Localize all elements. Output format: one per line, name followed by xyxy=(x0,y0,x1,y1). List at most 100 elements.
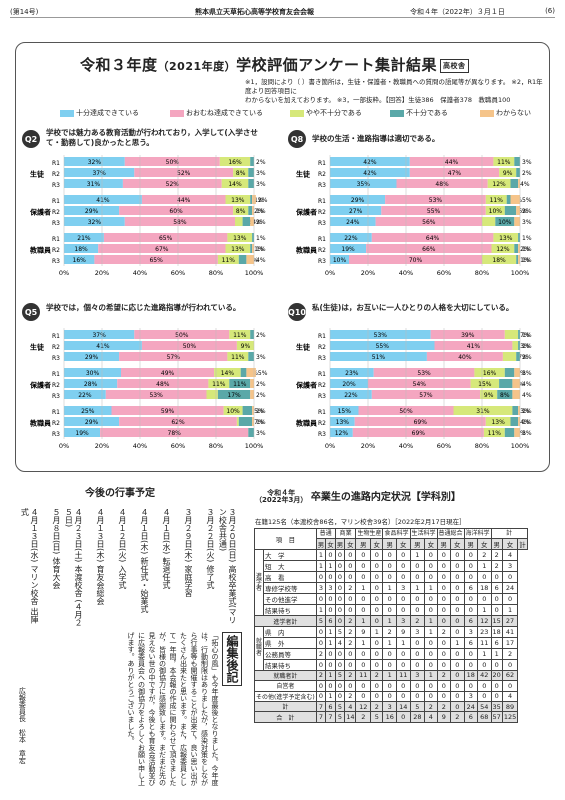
group-label: 保護者 xyxy=(295,381,317,390)
table-cell: 2 xyxy=(344,690,357,702)
row-label: R1 xyxy=(52,333,60,340)
data-label: 3% xyxy=(520,343,530,350)
bar-segment xyxy=(368,379,471,388)
data-label: 52% xyxy=(166,181,180,188)
data-label: 14% xyxy=(221,370,235,377)
survey-note: ※1，設問により（ ）書き箇所は，生徒・保護者・教職員への質問の語尾等が異なりま… xyxy=(245,78,545,104)
bar-segment xyxy=(518,233,520,242)
row-label: 就職者計 xyxy=(254,669,317,682)
group-label: 教職員 xyxy=(29,419,52,428)
bar-segment xyxy=(516,255,519,264)
data-label: 52% xyxy=(177,170,191,177)
editor-title: 編集後記 xyxy=(221,632,242,686)
bar-segment xyxy=(217,390,251,399)
table-cell: 0 xyxy=(409,636,426,649)
table-cell: 0 xyxy=(355,690,372,702)
bar-segment xyxy=(242,217,251,226)
table-cell: 0 xyxy=(450,549,465,562)
table-cell: 1 xyxy=(355,615,372,627)
data-label: 69% xyxy=(414,419,428,426)
col-sex: 女 xyxy=(396,538,411,551)
table-row: 県 外 0 1 4 2 1 0 1 1 0 0 0 1 6 11 6 17 xyxy=(255,636,528,649)
table-cell: 0 xyxy=(334,615,346,627)
table-cell: 0 xyxy=(344,680,357,692)
bar-segment xyxy=(229,330,251,339)
table-cell: 0 xyxy=(424,560,438,573)
table-cell: 0 xyxy=(370,690,384,702)
bar-segment xyxy=(385,195,486,204)
table-cell: 68 xyxy=(477,711,492,723)
data-label: 22% xyxy=(78,392,92,399)
bar-segment xyxy=(117,379,209,388)
table-cell: 0 xyxy=(396,604,411,617)
bar-segment xyxy=(250,330,254,339)
bar-segment xyxy=(499,168,517,177)
events-title: 今後の行事予定 xyxy=(85,488,155,499)
data-label: 50% xyxy=(166,159,180,166)
bar-segment xyxy=(514,157,520,166)
table-cell: 0 xyxy=(396,658,411,671)
legend-item: わからない xyxy=(480,108,531,118)
data-label: 13% xyxy=(231,197,245,204)
bar-segment xyxy=(470,379,500,388)
data-label: 1% xyxy=(254,246,264,253)
data-label: 3% xyxy=(522,430,532,437)
table-cell: 4 xyxy=(334,636,346,649)
table-row: 結果待ち 1 0 0 0 0 0 0 0 0 0 0 0 0 1 0 1 xyxy=(255,604,528,617)
data-label: 2% xyxy=(520,246,530,253)
table-cell: 1 xyxy=(325,690,336,702)
data-label: 4% xyxy=(520,181,530,188)
legend-item: やや不十分である xyxy=(290,108,362,118)
row-label: R3 xyxy=(52,355,60,362)
bar-segment xyxy=(330,157,410,166)
table-cell: 2 xyxy=(450,711,465,723)
bar-segment xyxy=(252,244,254,253)
bar-segment xyxy=(64,406,112,415)
data-label: 13% xyxy=(231,246,245,253)
table-cell: 2 xyxy=(344,615,357,627)
table-cell: 0 xyxy=(396,593,411,606)
table-row: 専修学校等 3 3 0 2 1 0 1 3 1 1 0 0 6 18 6 24 xyxy=(255,582,528,595)
row-label: R3 xyxy=(52,258,60,265)
bar-segment xyxy=(250,390,254,399)
data-label: 16% xyxy=(228,159,242,166)
bar-segment xyxy=(219,157,251,166)
bar-segment xyxy=(506,195,511,204)
bar-segment xyxy=(246,255,254,264)
q2-number: Q2 xyxy=(22,130,40,148)
table-cell: 0 xyxy=(436,549,451,562)
table-cell: 3 xyxy=(396,615,411,627)
table-cell: 0 xyxy=(334,571,346,584)
bar-segment xyxy=(227,233,253,242)
bar-segment xyxy=(248,179,254,188)
table-cell: 0 xyxy=(355,658,372,671)
col-sex: 女 xyxy=(424,538,438,551)
bar-segment xyxy=(514,368,520,377)
table-cell: 0 xyxy=(325,593,336,606)
bar-segment xyxy=(225,244,251,253)
data-label: 1% xyxy=(522,419,532,426)
x-tick: 100% xyxy=(245,442,264,450)
career-title-sub: 【学科別】 xyxy=(410,492,461,503)
table-row: 進学者計 5 6 0 2 1 0 1 3 2 1 0 0 6 12 15 27 xyxy=(254,615,528,627)
table-cell: 0 xyxy=(370,680,384,692)
bar-segment xyxy=(233,168,249,177)
table-cell: 0 xyxy=(370,549,384,562)
table-cell: 0 xyxy=(334,680,346,692)
table-cell: 11 xyxy=(396,669,411,682)
event-item: ３月２０日(日) 高校卒業式(マリン校舎共通) xyxy=(218,508,237,624)
data-label: 2% xyxy=(522,208,532,215)
table-cell: 4 xyxy=(344,700,357,713)
bar-segment xyxy=(330,244,367,253)
table-cell: 1 xyxy=(382,669,397,682)
table-cell: 6 xyxy=(325,615,336,627)
data-label: 5% xyxy=(516,430,526,437)
row-label: R3 xyxy=(52,182,60,189)
table-cell: 14 xyxy=(344,711,357,723)
x-tick: 0% xyxy=(325,269,335,277)
bar-segment xyxy=(252,233,254,242)
data-label: 13% xyxy=(491,419,505,426)
bar-segment xyxy=(64,428,101,437)
table-cell: 0 xyxy=(396,571,411,584)
table-cell: 0 xyxy=(409,604,426,617)
